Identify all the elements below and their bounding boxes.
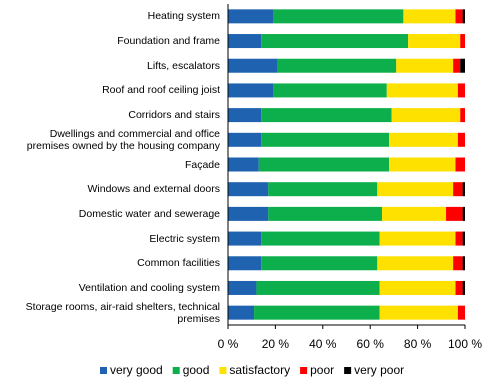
category-label: Storage rooms, air-raid shelters, techni… xyxy=(25,300,220,325)
bar-segment xyxy=(457,305,465,320)
category-label: Dwellings and commercial and office prem… xyxy=(26,127,220,152)
bar-segment xyxy=(453,256,463,271)
bar-segment xyxy=(462,9,465,24)
bar-segment xyxy=(228,280,257,295)
legend-swatch xyxy=(172,367,180,374)
bar-segment xyxy=(261,231,380,246)
bar-segment xyxy=(228,182,269,197)
category-label: Roof and roof ceiling joist xyxy=(102,84,220,97)
x-tick-label: 40 % xyxy=(309,337,337,351)
bar-segment xyxy=(462,280,465,295)
bar-segment xyxy=(268,206,383,221)
legend-swatch xyxy=(344,367,352,374)
bar-segment xyxy=(446,206,463,221)
bar-segment xyxy=(455,280,463,295)
category-label: Common facilities xyxy=(137,257,220,270)
bar-segment xyxy=(462,182,465,197)
bar-segment xyxy=(396,58,454,73)
bar-segment xyxy=(228,157,259,172)
bar-segment xyxy=(228,305,255,320)
bar-segment xyxy=(382,206,447,221)
bar-segment xyxy=(391,108,461,123)
legend-label: poor xyxy=(310,363,334,377)
bar-segment xyxy=(277,58,397,73)
bar-segment xyxy=(258,157,390,172)
bar-segment xyxy=(462,256,465,271)
bar-segment xyxy=(403,9,456,24)
bar-segment xyxy=(261,108,392,123)
bar-segment xyxy=(386,83,458,98)
bar-segment xyxy=(379,231,456,246)
bar-segment xyxy=(256,280,380,295)
bar-segment xyxy=(389,157,456,172)
category-label: Foundation and frame xyxy=(117,35,220,48)
legend-label: good xyxy=(183,363,210,377)
bar-segment xyxy=(455,157,465,172)
category-label: Windows and external doors xyxy=(87,183,221,196)
x-tick-label: 60 % xyxy=(357,337,385,351)
category-label: Electric system xyxy=(149,232,220,245)
bar-segment xyxy=(228,83,274,98)
bar-segment xyxy=(228,206,269,221)
bar-segment xyxy=(455,231,463,246)
bar-segment xyxy=(261,34,409,49)
legend-swatch xyxy=(219,367,227,374)
bar-segment xyxy=(457,83,465,98)
legend-label: very poor xyxy=(354,363,404,377)
bar-segment xyxy=(462,206,465,221)
bar-segment xyxy=(228,108,262,123)
bar-segment xyxy=(228,9,274,24)
bar-segment xyxy=(377,182,454,197)
legend-swatch xyxy=(300,367,308,374)
bar-segment xyxy=(453,58,461,73)
bar-segment xyxy=(228,34,262,49)
legend-label: very good xyxy=(110,363,163,377)
bar-segment xyxy=(408,34,461,49)
bar-segment xyxy=(228,58,278,73)
bar-segment xyxy=(254,305,380,320)
category-label: Façade xyxy=(184,158,220,171)
bar-segment xyxy=(462,231,465,246)
x-tick-label: 0 % xyxy=(218,337,239,351)
category-label: Heating system xyxy=(147,10,220,23)
bar-segment xyxy=(379,305,458,320)
bar-segment xyxy=(228,231,262,246)
x-tick-label: 20 % xyxy=(262,337,290,351)
bar-segment xyxy=(460,108,465,123)
bar-segment xyxy=(377,256,454,271)
bar-segment xyxy=(268,182,378,197)
bar-segment xyxy=(453,182,463,197)
bar-segment xyxy=(460,34,465,49)
bar-segment xyxy=(460,58,465,73)
bar-segment xyxy=(261,132,390,147)
bar-segment xyxy=(228,256,262,271)
bar-segment xyxy=(228,132,262,147)
category-label: Lifts, escalators xyxy=(147,59,220,72)
bar-segment xyxy=(273,9,404,24)
x-tick-label: 80 % xyxy=(404,337,432,351)
bar-segment xyxy=(457,132,465,147)
legend-label: satisfactory xyxy=(229,363,290,377)
bar-segment xyxy=(261,256,378,271)
category-label: Domestic water and sewerage xyxy=(78,207,220,220)
category-label: Ventilation and cooling system xyxy=(78,281,220,294)
category-label: Corridors and stairs xyxy=(128,109,220,122)
bar-segment xyxy=(273,83,387,98)
legend-swatch xyxy=(100,367,107,374)
bar-segment xyxy=(389,132,458,147)
bar-segment xyxy=(379,280,456,295)
x-tick-label: 100 % xyxy=(448,337,482,351)
bar-segment xyxy=(455,9,463,24)
